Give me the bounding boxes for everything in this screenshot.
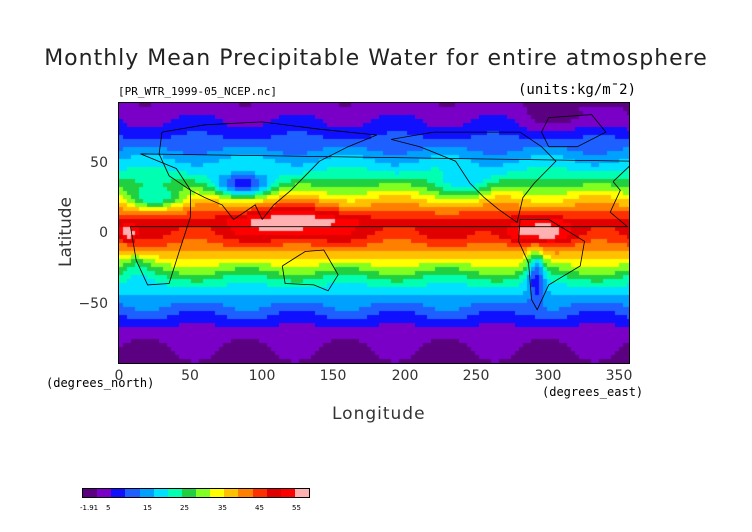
coastline xyxy=(391,131,557,224)
y-tick-label: 50 xyxy=(90,155,108,171)
file-label: [PR_WTR_1999-05_NCEP.nc] xyxy=(118,85,277,98)
x-tick-label: 150 xyxy=(319,368,347,384)
colorbar-swatch xyxy=(210,489,225,497)
x-axis-label: Longitude xyxy=(332,404,426,424)
x-tick-label: 100 xyxy=(248,368,276,384)
colorbar-tick-label: 45 xyxy=(255,504,264,512)
colorbar-swatch xyxy=(294,489,309,497)
coastline xyxy=(130,153,629,286)
colorbar-swatch xyxy=(97,489,112,497)
colorbar-swatch xyxy=(196,489,211,497)
x-tick-label: 300 xyxy=(534,368,562,384)
colorbar xyxy=(82,488,310,498)
colorbar-swatch xyxy=(280,489,295,497)
coastlines xyxy=(130,114,629,311)
coastline xyxy=(281,249,339,292)
x-tick-label: 50 xyxy=(181,368,199,384)
x-tick-label: 0 xyxy=(114,368,124,384)
coastline xyxy=(541,114,607,148)
coastline xyxy=(158,121,377,221)
y-tick-label: −50 xyxy=(78,296,108,312)
colorbar-swatch xyxy=(224,489,239,497)
precipitable-water-field xyxy=(119,103,629,363)
colorbar-swatch xyxy=(252,489,267,497)
units-label: (units:kg/m¯2) xyxy=(518,82,637,98)
chart-title: Monthly Mean Precipitable Water for enti… xyxy=(44,46,708,71)
x-tick-label: 200 xyxy=(391,368,419,384)
colorbar-tick-label: 5 xyxy=(106,504,111,512)
colorbar-swatch xyxy=(83,489,98,497)
y-tick-label: 0 xyxy=(99,225,108,241)
map-plot-area xyxy=(118,102,630,364)
colorbar-tick-label: 15 xyxy=(143,504,152,512)
y-axis-label: Latitude xyxy=(56,197,76,267)
colorbar-tick-label: 25 xyxy=(180,504,189,512)
colorbar-swatch xyxy=(111,489,126,497)
colorbar-swatch xyxy=(125,489,140,497)
y-unit-label: (degrees_north) xyxy=(46,376,155,390)
x-unit-label: (degrees_east) xyxy=(542,385,644,399)
x-tick-label: 250 xyxy=(462,368,490,384)
colorbar-swatch xyxy=(238,489,253,497)
x-tick-label: 350 xyxy=(605,368,633,384)
colorbar-swatch xyxy=(153,489,168,497)
coastline xyxy=(518,219,585,311)
colorbar-swatch xyxy=(266,489,281,497)
colorbar-swatch xyxy=(139,489,154,497)
colorbar-tick-label: -1.91 xyxy=(80,504,99,512)
colorbar-tick-label: 35 xyxy=(218,504,227,512)
colorbar-swatch xyxy=(167,489,182,497)
colorbar-tick-label: 55 xyxy=(292,504,301,512)
colorbar-swatch xyxy=(181,489,196,497)
